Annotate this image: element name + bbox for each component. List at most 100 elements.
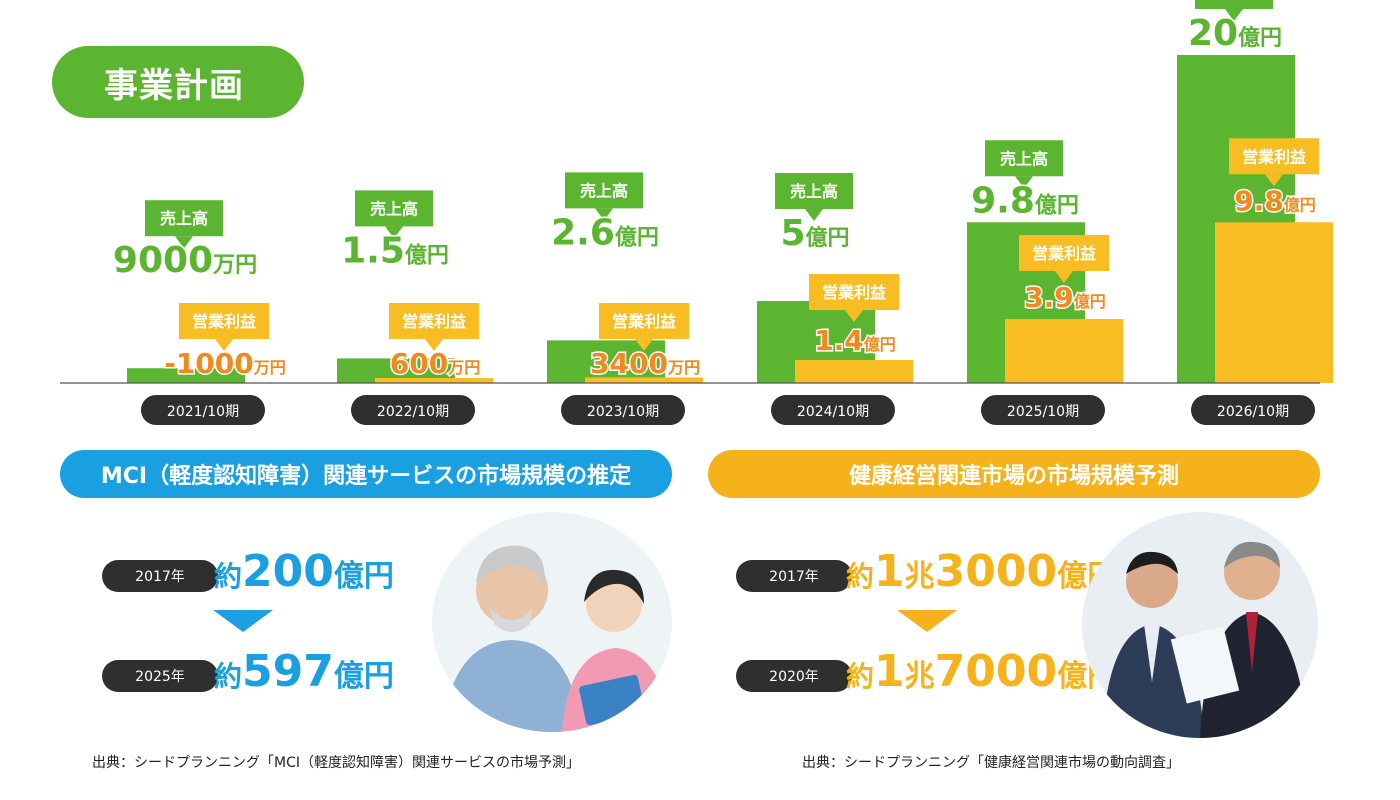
category-pill-0 [141,395,265,425]
profit-tag-text-2: 営業利益 [612,312,676,331]
sales-tag-2 [565,172,643,209]
profit-value-number-3: 1.4 [814,324,864,357]
profit-tag-3 [809,274,899,311]
health-value-2-number-a: 1 [874,646,905,697]
businessmen-photo [1082,512,1318,738]
health-value-2: 約1兆7000億円 [846,650,1117,694]
sales-tag-text-0: 売上高 [160,209,208,228]
sales-tag-text-2: 売上高 [580,181,628,200]
profit-value-number-2: 3400 [590,347,668,380]
profit-value-unit-1: 万円 [447,358,480,377]
profit-value-3: 1.4億円 [814,324,896,357]
profit-value-unit-2: 万円 [667,358,700,377]
sales-value-unit-3: 億円 [806,225,850,251]
sales-tag-pointer-1 [385,226,403,239]
sales-tag-pointer-4 [1015,176,1033,189]
sales-tag-text-4: 売上高 [1000,149,1048,168]
sales-value-5: 20億円 [1188,13,1282,54]
sales-value-unit-1: 億円 [405,242,449,268]
health-value-1-number-a: 1 [874,546,905,597]
health-banner-title: 健康経営関連市場の市場規模予測 [848,464,1179,489]
profit-tag-text-5: 営業利益 [1242,147,1306,166]
health-value-1-trillion: 兆 [904,559,935,594]
profit-tag-1 [389,303,479,339]
health-value-1-prefix: 約 [846,560,875,593]
profit-value-number-1: 600 [390,347,448,380]
health-year-pill-1: 2017年 [736,560,852,592]
sales-value-2: 2.6億円 [551,212,659,253]
profit-tag-pointer-0 [215,339,233,351]
health-value-2-trillion: 兆 [904,659,935,694]
sales-tag-pointer-5 [1225,9,1243,21]
mci-source: 出典：シードプランニング「MCI（軽度認知障害）関連サービスの市場予測」 [92,755,580,771]
sales-tag-pointer-2 [595,208,613,221]
category-label-4: 2025/10期 [1007,404,1079,420]
sales-tag-text-1: 売上高 [370,199,418,218]
profit-tag-5 [1229,138,1319,175]
mci-value-1: 約200億円 [214,550,394,594]
sales-tag-text-3: 売上高 [790,182,838,201]
health-value-1: 約1兆3000億円 [846,550,1117,594]
sales-tag-pointer-0 [175,236,193,249]
profit-tag-text-0: 営業利益 [192,312,256,331]
elderly-care-illustration [432,512,672,732]
sales-tag-3 [775,173,853,209]
mci-down-arrow [213,610,273,632]
profit-tag-text-3: 営業利益 [822,283,886,302]
sales-value-3: 5億円 [780,213,849,254]
health-year-pill-2: 2020年 [736,660,852,692]
profit-tag-2 [599,303,689,339]
category-label-2: 2023/10期 [587,404,659,420]
sales-value-unit-0: 万円 [212,253,257,278]
mci-year-pill-1: 2017年 [102,560,218,592]
sales-value-number-3: 5 [780,213,805,254]
mci-value-2-prefix: 約 [214,660,243,693]
category-label-3: 2024/10期 [797,404,869,420]
mci-value-2-unit: 億円 [333,659,394,694]
mci-value-1-unit: 億円 [333,559,394,594]
sales-tag-4 [985,140,1063,177]
profit-value-unit-3: 億円 [864,335,896,354]
sales-value-4: 9.8億円 [971,180,1079,221]
mci-banner-title: MCI（軽度認知障害）関連サービスの市場規模の推定 [100,464,632,489]
mci-value-2: 約597億円 [214,650,394,694]
sales-value-number-4: 9.8 [971,180,1035,221]
category-label-1: 2022/10期 [377,404,449,420]
health-source: 出典：シードプランニング「健康経営関連市場の動向調査」 [802,755,1180,771]
mci-value-2-number: 597 [242,646,334,697]
category-pill-2 [561,395,685,425]
profit-value-unit-4: 億円 [1074,292,1106,311]
sales-tag-pointer-3 [805,209,823,221]
profit-tag-pointer-3 [845,310,863,323]
mci-banner: MCI（軽度認知障害）関連サービスの市場規模の推定 [60,450,672,498]
profit-value-4: 3.9億円 [1024,281,1106,314]
sales-value-number-1: 1.5 [341,230,405,271]
mci-value-1-prefix: 約 [214,560,243,593]
profit-tag-pointer-2 [635,339,653,351]
profit-value-2: 3400万円 [590,347,700,380]
health-value-1-number-b: 3000 [934,546,1058,597]
profit-bar-3 [795,360,913,383]
profit-value-1: 600万円 [390,347,480,380]
mci-year-pill-2: 2025年 [102,660,218,692]
profit-value-number-4: 3.9 [1024,281,1074,314]
profit-tag-text-1: 営業利益 [402,312,466,331]
page-title: 事業計画 [52,46,304,118]
category-pill-5 [1191,395,1315,425]
sales-value-unit-5: 億円 [1238,25,1282,51]
sales-tag-5 [1195,0,1273,9]
sales-value-number-2: 2.6 [551,212,615,253]
profit-tag-0 [179,303,269,339]
health-banner: 健康経営関連市場の市場規模予測 [708,450,1320,498]
sales-value-1: 1.5億円 [341,230,449,271]
sales-value-number-0: 9000 [113,240,213,281]
businessmen-illustration [1082,512,1318,738]
profit-tag-pointer-4 [1055,271,1073,284]
profit-value-0: -1000万円 [164,347,286,380]
profit-bar-4 [1005,319,1123,383]
category-label-5: 2026/10期 [1217,404,1289,420]
profit-value-unit-5: 億円 [1284,195,1316,214]
category-pill-3 [771,395,895,425]
bar-chart: 売上高9000万円営業利益-1000万円2021/10期売上高1.5億円営業利益… [60,0,1333,425]
category-pill-1 [351,395,475,425]
